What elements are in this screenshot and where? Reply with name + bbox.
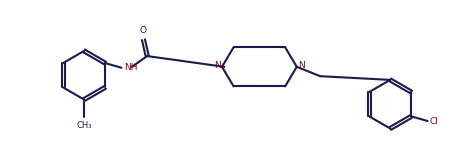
- Text: N: N: [214, 61, 221, 70]
- Text: Cl: Cl: [430, 117, 439, 126]
- Text: O: O: [140, 26, 147, 35]
- Text: N: N: [298, 61, 304, 70]
- Text: NH: NH: [124, 63, 137, 72]
- Text: CH₃: CH₃: [76, 121, 92, 130]
